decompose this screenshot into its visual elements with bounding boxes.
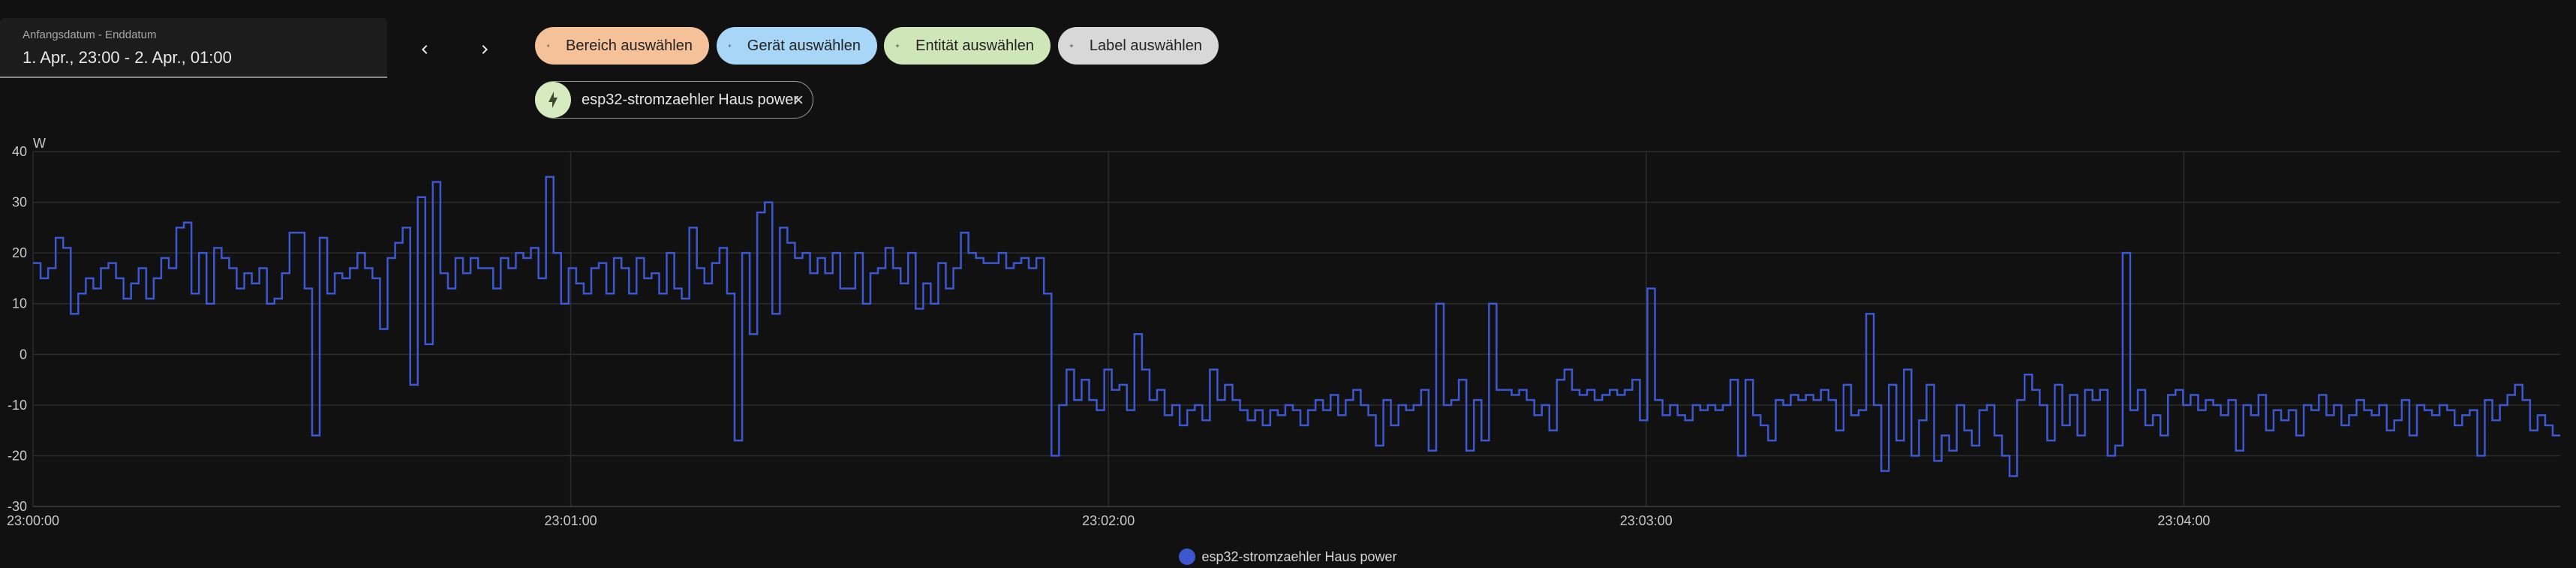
selected-entity-chip: esp32-stromzaehler Haus power xyxy=(535,81,813,119)
x-tick-label: 23:04:00 xyxy=(2157,513,2210,528)
legend-color-swatch xyxy=(1179,548,1196,565)
y-tick-label: -20 xyxy=(8,448,27,463)
y-axis-unit-label: W xyxy=(33,136,46,151)
plus-icon xyxy=(728,44,732,47)
select-device-chip[interactable]: Gerät auswählen xyxy=(717,27,877,65)
previous-range-button[interactable] xyxy=(405,30,444,69)
select-label-label: Label auswählen xyxy=(1089,37,1202,54)
selected-entity-label: esp32-stromzaehler Haus power xyxy=(582,91,799,108)
series-line[interactable] xyxy=(33,176,2560,477)
y-tick-label: -10 xyxy=(8,398,27,413)
date-range-value: 1. Apr., 23:00 - 2. Apr., 01:00 xyxy=(23,48,232,67)
y-tick-label: 40 xyxy=(12,144,27,159)
lightning-bolt-icon xyxy=(549,92,558,108)
close-icon[interactable] xyxy=(790,92,807,108)
select-device-label: Gerät auswählen xyxy=(747,37,861,54)
chevron-left-icon xyxy=(422,45,428,54)
legend-item[interactable]: esp32-stromzaehler Haus power xyxy=(1179,548,1397,565)
plus-icon xyxy=(895,44,900,48)
legend-label: esp32-stromzaehler Haus power xyxy=(1201,548,1397,564)
y-tick-label: 20 xyxy=(12,245,27,260)
y-tick-label: 10 xyxy=(12,296,27,311)
y-tick-label: -30 xyxy=(8,499,27,514)
plus-icon xyxy=(546,44,550,48)
date-range-label: Anfangsdatum - Enddatum xyxy=(23,29,157,41)
x-tick-label: 23:00:00 xyxy=(7,513,59,528)
y-tick-label: 0 xyxy=(20,347,27,362)
next-range-button[interactable] xyxy=(465,30,504,69)
select-area-chip[interactable]: Bereich auswählen xyxy=(535,27,709,65)
select-area-label: Bereich auswählen xyxy=(566,37,693,54)
x-tick-label: 23:03:00 xyxy=(1620,513,1673,528)
x-tick-label: 23:02:00 xyxy=(1082,513,1135,528)
select-entity-chip[interactable]: Entität auswählen xyxy=(884,27,1051,65)
y-tick-label: 30 xyxy=(12,195,27,210)
select-entity-label: Entität auswählen xyxy=(915,37,1034,54)
date-range-picker[interactable]: Anfangsdatum - Enddatum 1. Apr., 23:00 -… xyxy=(0,18,387,78)
entity-avatar xyxy=(535,82,571,118)
plus-icon xyxy=(1069,44,1074,48)
x-tick-label: 23:01:00 xyxy=(545,513,597,528)
chevron-right-icon xyxy=(482,45,488,54)
select-label-chip[interactable]: Label auswählen xyxy=(1058,27,1219,65)
